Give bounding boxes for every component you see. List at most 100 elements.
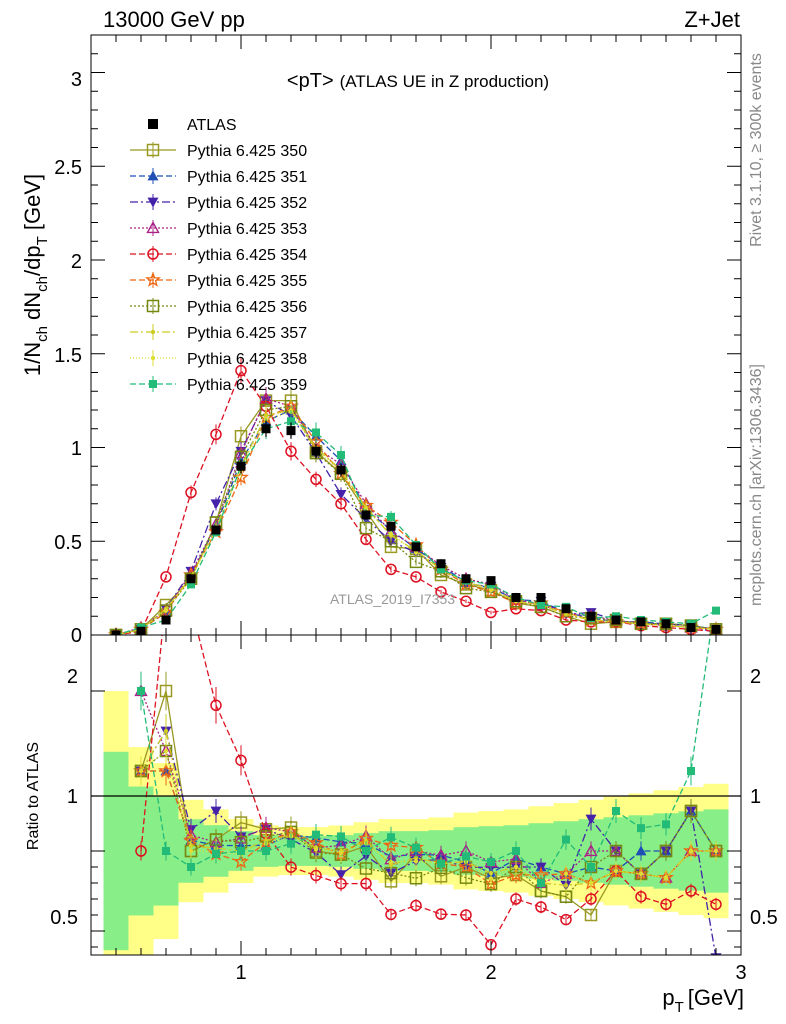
ratio-point (613, 868, 619, 874)
ratio-series-line (140, 749, 716, 884)
data-point (536, 593, 546, 602)
ratio-point (437, 859, 445, 868)
ratio-tick-label-0.5: 0.5 (50, 907, 78, 929)
legend-marker-4 (147, 248, 159, 260)
data-point (336, 465, 346, 475)
data-point (611, 615, 621, 625)
ratio-point (159, 684, 173, 698)
data-point (386, 521, 396, 531)
ratio-point (410, 899, 422, 912)
series-point (388, 531, 394, 536)
ratio-point (563, 883, 569, 888)
data-point (261, 424, 271, 434)
series-point (187, 580, 195, 589)
ratio-point (688, 848, 694, 854)
ratio-point (162, 847, 170, 855)
ratio-point (186, 601, 196, 611)
ratio-point (310, 869, 322, 882)
y-tick-label-0.5: 0.5 (54, 532, 82, 554)
ratio-point (313, 847, 319, 852)
legend-marker-0 (146, 143, 160, 157)
ratio-point (137, 687, 145, 695)
ratio-point (312, 830, 320, 839)
data-point (461, 574, 471, 584)
legend-marker-5 (145, 271, 161, 287)
series-point (460, 595, 472, 607)
axis-ticks (90, 34, 742, 955)
ratio-point (662, 820, 670, 829)
ratio-series-group (133, 601, 724, 955)
legend-label-5: Pythia 6.425 355 (187, 273, 307, 290)
ratio-point (385, 908, 397, 921)
ratio-point (409, 871, 423, 885)
ratio-point (262, 847, 270, 855)
ratio-series-9 (137, 635, 711, 891)
ratio-point (563, 871, 569, 877)
ratio-point (710, 898, 722, 911)
data-point (661, 619, 671, 629)
legend-marker-8 (150, 355, 156, 361)
data-point (286, 426, 296, 436)
legend-marker-1 (147, 170, 159, 181)
ratio-point (612, 807, 620, 815)
mcplots-label: mcplots.cern.ch [arXiv:1306.3436] (748, 364, 765, 606)
x-tick-label-3: 3 (735, 962, 746, 984)
ratio-axis-label: Ratio to ATLAS (25, 742, 42, 850)
data-point (586, 611, 596, 621)
ratio-point (338, 850, 344, 856)
legend-marker-3 (146, 221, 160, 234)
series-point (712, 606, 720, 615)
data-point (311, 446, 321, 456)
series-point (163, 608, 169, 613)
series-point (537, 601, 545, 609)
ratio-point (359, 862, 373, 875)
series-point (410, 571, 422, 583)
ratio-point (510, 893, 522, 905)
ratio-point (459, 871, 473, 884)
ratio-point (337, 832, 345, 841)
series-point (387, 512, 395, 521)
ratio-point (335, 870, 347, 881)
ratio-point (285, 861, 297, 873)
ratio-point (512, 847, 520, 855)
ratio-tick-label-2: 2 (67, 666, 78, 688)
ratio-point (158, 762, 174, 778)
series-point (310, 473, 322, 486)
ratio-point (287, 839, 295, 848)
ratio-point (635, 890, 647, 903)
data-point (561, 604, 571, 614)
series-point (285, 445, 297, 457)
y-tick-label-2: 2 (71, 251, 82, 273)
legend-label-7: Pythia 6.425 357 (187, 325, 307, 342)
ratio-tick-label-right-0.5: 0.5 (750, 907, 778, 929)
data-point (411, 542, 421, 552)
rivet-version-label: Rivet 3.1.10, ≥ 300k events (748, 53, 765, 247)
series-point (160, 571, 172, 583)
legend-label-2: Pythia 6.425 352 (187, 195, 307, 212)
ratio-point (412, 843, 420, 852)
ratio-point (138, 768, 144, 774)
data-point (186, 574, 196, 584)
legend-label-0: Pythia 6.425 350 (187, 143, 307, 160)
ratio-point (360, 877, 372, 890)
legend-label-9: Pythia 6.425 359 (187, 377, 307, 394)
ratio-point (562, 835, 570, 844)
legend-marker-7 (150, 329, 156, 335)
ratio-point (609, 844, 623, 858)
ratio-point (585, 893, 597, 905)
legend: ATLAS Pythia 6.425 350 Pythia 6.425 351 Pyt… (130, 117, 307, 394)
legend-marker-6 (146, 299, 160, 313)
series-point (435, 586, 447, 598)
ratio-point (635, 845, 647, 856)
ratio-point (163, 728, 169, 734)
ratio-point (212, 849, 220, 858)
ratio-point (210, 699, 222, 712)
ratio-point (210, 806, 222, 817)
ratio-point (713, 848, 719, 854)
ratio-series-line (140, 749, 717, 898)
ratio-point (587, 863, 595, 871)
series-point (335, 489, 347, 500)
series-point (485, 606, 497, 619)
ratio-point (233, 853, 249, 869)
ratio-point (588, 880, 594, 886)
